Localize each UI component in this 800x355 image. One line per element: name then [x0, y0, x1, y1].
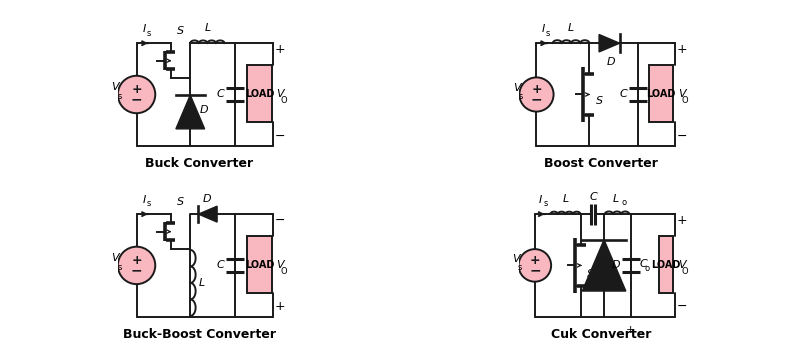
Text: Buck-Boost Converter: Buck-Boost Converter [122, 328, 276, 341]
Text: D: D [611, 261, 620, 271]
Text: s: s [146, 28, 151, 38]
Text: o: o [622, 198, 627, 207]
Text: I: I [539, 195, 542, 205]
Text: V: V [111, 253, 119, 263]
Text: −: − [130, 264, 142, 278]
Text: C: C [620, 89, 628, 99]
Text: L: L [198, 278, 205, 288]
Text: +: + [131, 254, 142, 267]
Text: LOAD: LOAD [245, 260, 274, 269]
Text: V: V [277, 261, 284, 271]
Text: +: + [530, 254, 540, 267]
Text: Buck Converter: Buck Converter [145, 157, 254, 170]
Text: S: S [178, 26, 184, 36]
Circle shape [118, 247, 155, 284]
Text: LOAD: LOAD [646, 89, 676, 99]
Text: Boost Converter: Boost Converter [544, 157, 658, 170]
Text: −: − [529, 263, 541, 277]
Bar [658, 236, 674, 293]
Polygon shape [176, 95, 205, 129]
Text: L: L [562, 193, 569, 203]
Bar [649, 65, 674, 122]
Text: V: V [111, 82, 119, 92]
Text: s: s [118, 263, 122, 272]
Text: +: + [677, 43, 687, 56]
Text: O: O [280, 267, 286, 277]
Text: s: s [118, 92, 122, 101]
Polygon shape [582, 240, 626, 291]
Text: C: C [589, 192, 597, 202]
Circle shape [118, 76, 155, 113]
Text: Cuk Converter: Cuk Converter [550, 328, 651, 341]
Text: −: − [275, 214, 286, 227]
Text: −: − [530, 92, 542, 106]
Text: I: I [142, 195, 146, 205]
Text: V: V [678, 261, 686, 271]
Text: D: D [199, 105, 208, 115]
Text: −: − [275, 130, 286, 142]
Text: s: s [518, 263, 522, 272]
Text: D: D [606, 57, 615, 67]
Text: C: C [217, 261, 225, 271]
Text: I: I [542, 24, 545, 34]
Polygon shape [599, 34, 619, 52]
Bar [247, 236, 272, 293]
Text: s: s [146, 200, 151, 208]
Text: S: S [587, 268, 594, 279]
Text: C: C [217, 89, 225, 99]
Text: +: + [626, 325, 635, 335]
Text: s: s [546, 28, 550, 38]
Text: +: + [275, 43, 286, 56]
Text: V: V [513, 83, 521, 93]
Circle shape [518, 249, 551, 282]
Text: C: C [640, 259, 647, 269]
Text: V: V [277, 89, 284, 99]
Text: +: + [131, 83, 142, 96]
Text: +: + [275, 300, 286, 313]
Circle shape [519, 77, 554, 111]
Text: V: V [678, 89, 686, 99]
Polygon shape [198, 206, 217, 222]
Text: O: O [682, 267, 688, 277]
Text: LOAD: LOAD [245, 89, 274, 99]
Bar [247, 65, 272, 122]
Text: S: S [178, 197, 184, 207]
Text: O: O [682, 97, 688, 105]
Text: L: L [612, 193, 618, 203]
Text: L: L [204, 23, 210, 33]
Text: o: o [645, 264, 650, 273]
Text: s: s [543, 200, 548, 208]
Text: +: + [531, 83, 542, 96]
Text: V: V [512, 254, 520, 264]
Text: s: s [519, 92, 523, 101]
Text: −: − [130, 93, 142, 107]
Text: S: S [596, 96, 603, 106]
Text: D: D [203, 193, 212, 203]
Text: −: − [677, 300, 687, 313]
Text: I: I [142, 24, 146, 34]
Text: LOAD: LOAD [651, 260, 681, 269]
Text: −: − [677, 130, 687, 142]
Text: O: O [280, 97, 286, 105]
Text: L: L [568, 23, 574, 33]
Text: +: + [677, 214, 687, 227]
